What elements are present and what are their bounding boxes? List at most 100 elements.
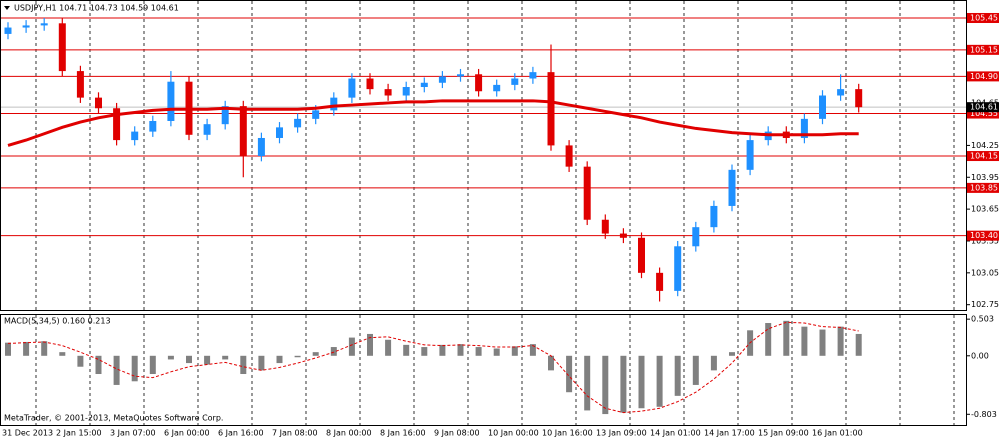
macd-bar <box>312 352 319 356</box>
macd-bar <box>23 341 30 356</box>
current-price-label: 104.61 <box>970 103 998 112</box>
candle-body <box>746 140 754 170</box>
candle-body <box>330 97 338 111</box>
macd-bar <box>710 355 717 371</box>
macd-bar <box>819 329 826 356</box>
level-label: 104.15 <box>970 152 998 161</box>
macd-bar <box>59 352 66 356</box>
macd-bar <box>602 355 609 415</box>
macd-bar <box>77 355 84 367</box>
macd-bar <box>421 347 428 356</box>
macd-bar <box>294 355 301 358</box>
macd-bar <box>529 344 536 356</box>
macd-bar <box>348 337 355 356</box>
copyright: MetaTrader, © 2001-2013, MetaQuotes Soft… <box>4 414 223 423</box>
candle-body <box>728 169 736 206</box>
x-tick-label: 14 Jan 01:00 <box>650 429 701 438</box>
candle-body <box>221 106 229 125</box>
level-label-box <box>967 12 999 23</box>
candle-body <box>348 78 356 98</box>
macd-bar <box>837 326 844 356</box>
macd-bar <box>240 355 247 375</box>
macd-bar <box>584 355 591 411</box>
candle-body <box>855 89 863 108</box>
candle-body <box>4 27 12 34</box>
candle-body <box>58 23 66 72</box>
candle-body <box>22 25 30 28</box>
current-price-box <box>967 102 999 113</box>
macd-bar <box>167 355 174 360</box>
x-tick-label: 10 Jan 00:00 <box>488 429 539 438</box>
macd-bar <box>674 355 681 396</box>
macd-bar <box>692 355 699 385</box>
x-tick-label: 8 Jan 16:00 <box>380 429 426 438</box>
candle-body <box>438 76 446 83</box>
level-label: 103.40 <box>970 231 998 240</box>
price-panel <box>0 0 967 311</box>
candle-body <box>529 72 537 79</box>
level-label-box <box>967 182 999 193</box>
x-tick-label: 31 Dec 2013 <box>2 429 53 438</box>
candle-body <box>475 74 483 92</box>
level-label: 104.55 <box>970 109 998 118</box>
macd-bar <box>457 344 464 356</box>
candle-body <box>167 81 175 121</box>
candle-body <box>402 87 410 96</box>
candle-body <box>420 82 428 88</box>
level-label-box <box>967 71 999 82</box>
candle-body <box>312 110 320 119</box>
candle-body <box>638 237 645 273</box>
macd-bar <box>385 339 392 356</box>
macd-bar <box>548 355 554 371</box>
candle-body <box>366 78 374 90</box>
macd-bar <box>801 326 808 356</box>
macd-bar <box>113 355 120 385</box>
macd-bar <box>855 333 862 356</box>
level-label-box <box>967 108 999 119</box>
candle-body <box>384 89 392 96</box>
y-tick-label: 104.25 <box>971 141 999 150</box>
candle-body <box>239 106 247 157</box>
candle-body <box>276 127 283 138</box>
x-tick-label: 6 Jan 16:00 <box>218 429 264 438</box>
macd-bar <box>403 344 410 356</box>
candle-body <box>837 89 845 96</box>
candle-body <box>511 78 519 85</box>
x-tick-label: 14 Jan 17:00 <box>704 429 755 438</box>
candle-body <box>819 95 826 119</box>
x-tick-label: 16 Jan 01:00 <box>812 429 863 438</box>
macd-bar <box>149 355 156 375</box>
x-tick-label: 6 Jan 00:00 <box>164 429 210 438</box>
y-tick-label: 0.00 <box>971 351 989 360</box>
macd-bar <box>5 342 11 356</box>
x-tick-label: 15 Jan 09:00 <box>758 429 809 438</box>
macd-bar <box>367 333 373 356</box>
level-label: 104.90 <box>970 72 998 81</box>
macd-bar <box>511 346 518 356</box>
level-label: 105.45 <box>970 13 998 22</box>
macd-bar <box>258 355 265 371</box>
macd-bar <box>186 355 192 364</box>
candle-body <box>113 108 121 141</box>
y-tick-label: 103.35 <box>971 236 999 245</box>
chart-title: USDJPY,H1 104.71 104.73 104.59 104.61 <box>14 4 179 13</box>
candle-body <box>710 205 718 228</box>
candle-body <box>40 23 48 26</box>
macd-bar <box>41 341 48 356</box>
candle-body <box>565 145 573 167</box>
y-tick-label: 0.503 <box>971 315 994 324</box>
x-tick-label: 3 Jan 07:00 <box>110 429 156 438</box>
menu-arrow <box>4 6 10 10</box>
candle-body <box>800 118 808 138</box>
macd-bar <box>765 323 772 356</box>
candle-body <box>619 233 627 238</box>
macd-bar <box>95 355 102 375</box>
macd-bar <box>439 344 446 356</box>
level-label-box <box>967 151 999 162</box>
level-label-box <box>967 44 999 55</box>
y-tick-label: 102.75 <box>971 300 999 309</box>
x-tick-label: 7 Jan 08:00 <box>272 429 318 438</box>
macd-bar <box>566 355 573 393</box>
